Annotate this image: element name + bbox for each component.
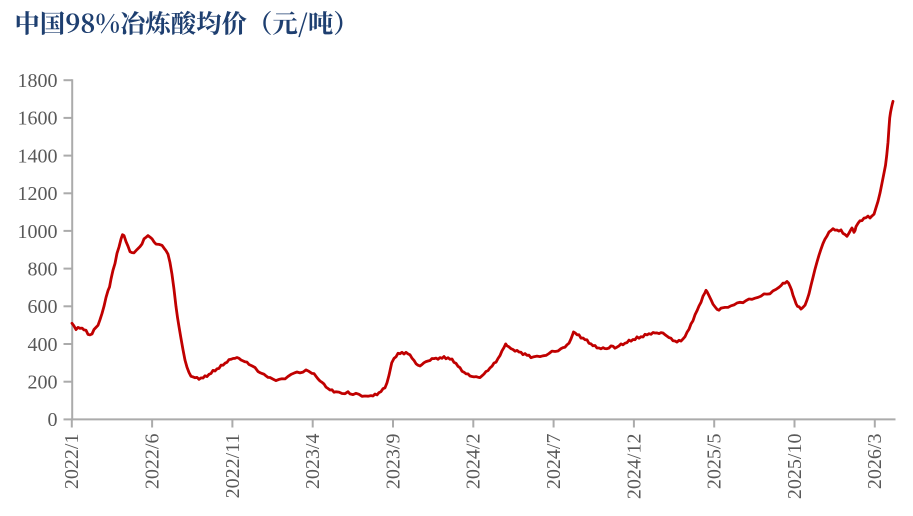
svg-text:2023/4: 2023/4 xyxy=(302,434,324,490)
svg-text:2024/12: 2024/12 xyxy=(623,434,645,500)
svg-text:800: 800 xyxy=(28,258,58,280)
svg-text:2026/3: 2026/3 xyxy=(864,434,886,490)
svg-text:2024/7: 2024/7 xyxy=(543,434,565,490)
svg-text:2022/11: 2022/11 xyxy=(222,434,244,499)
svg-text:2022/1: 2022/1 xyxy=(61,434,83,490)
svg-text:2025/5: 2025/5 xyxy=(704,434,726,490)
svg-text:2025/10: 2025/10 xyxy=(784,434,806,500)
svg-text:1000: 1000 xyxy=(18,221,58,243)
svg-text:0: 0 xyxy=(48,409,58,431)
svg-text:2022/6: 2022/6 xyxy=(142,434,164,490)
svg-text:1200: 1200 xyxy=(18,183,58,205)
svg-text:1600: 1600 xyxy=(18,108,58,130)
svg-text:2023/9: 2023/9 xyxy=(382,434,404,490)
svg-text:600: 600 xyxy=(28,296,58,318)
svg-text:1400: 1400 xyxy=(18,145,58,167)
svg-text:400: 400 xyxy=(28,334,58,356)
svg-text:2024/2: 2024/2 xyxy=(463,434,485,490)
svg-text:200: 200 xyxy=(28,372,58,394)
svg-text:1800: 1800 xyxy=(18,70,58,92)
